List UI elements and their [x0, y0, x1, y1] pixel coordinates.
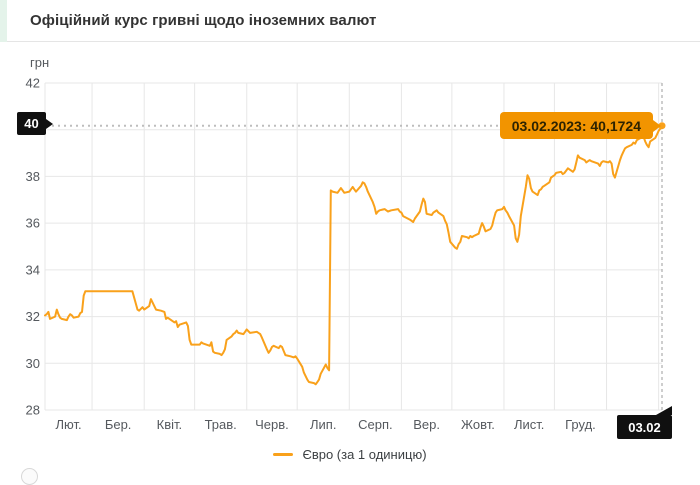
legend: Євро (за 1 одиницю): [0, 447, 700, 462]
x-tick-label: Бер.: [105, 417, 132, 432]
tooltip: 03.02.2023: 40,1724: [499, 112, 662, 139]
y-tick-label: 34: [26, 262, 40, 277]
current-date-badge: 03.02: [617, 406, 672, 439]
tooltip-text: 03.02.2023: 40,1724: [511, 117, 641, 134]
x-tick-label: Лист.: [514, 417, 544, 432]
x-tick-label: Вер.: [413, 417, 440, 432]
legend-label: Євро (за 1 одиницю): [302, 447, 427, 462]
x-tick-label: Серп.: [358, 417, 393, 432]
cut-off-circle-element: [21, 468, 38, 485]
y-tick-label: 28: [26, 403, 40, 418]
exchange-rate-line-chart[interactable]: 42 40 38 36 34 32 30 28 Лют. Бер. Квіт. Трав. Черв. Л…: [0, 0, 700, 473]
current-value-badge: 40: [17, 112, 53, 135]
y-axis-unit-label: грн: [30, 55, 50, 70]
x-tick-label: Черв.: [255, 417, 289, 432]
rate-line: [44, 124, 663, 386]
widget-header: Офіційний курс гривні щодо іноземних вал…: [0, 0, 700, 42]
current-value-badge-text: 40: [24, 116, 39, 131]
y-tick-label: 30: [26, 356, 40, 371]
y-tick-label: 32: [26, 309, 40, 324]
legend-line-swatch: [273, 453, 294, 456]
y-tick-label: 42: [26, 76, 40, 91]
x-tick-label: Лют.: [55, 417, 81, 432]
x-tick-label: Жовт.: [461, 417, 495, 432]
accent-strip: [0, 0, 7, 42]
y-tick-label: 38: [26, 169, 40, 184]
page-title: Офіційний курс гривні щодо іноземних вал…: [30, 12, 377, 29]
current-date-badge-text: 03.02: [628, 419, 661, 435]
x-tick-label: Лип.: [310, 417, 336, 432]
x-tick-label: Груд.: [565, 417, 596, 432]
x-tick-label: Трав.: [205, 417, 237, 432]
y-tick-label: 36: [26, 216, 40, 231]
x-tick-label: Квіт.: [157, 417, 183, 432]
